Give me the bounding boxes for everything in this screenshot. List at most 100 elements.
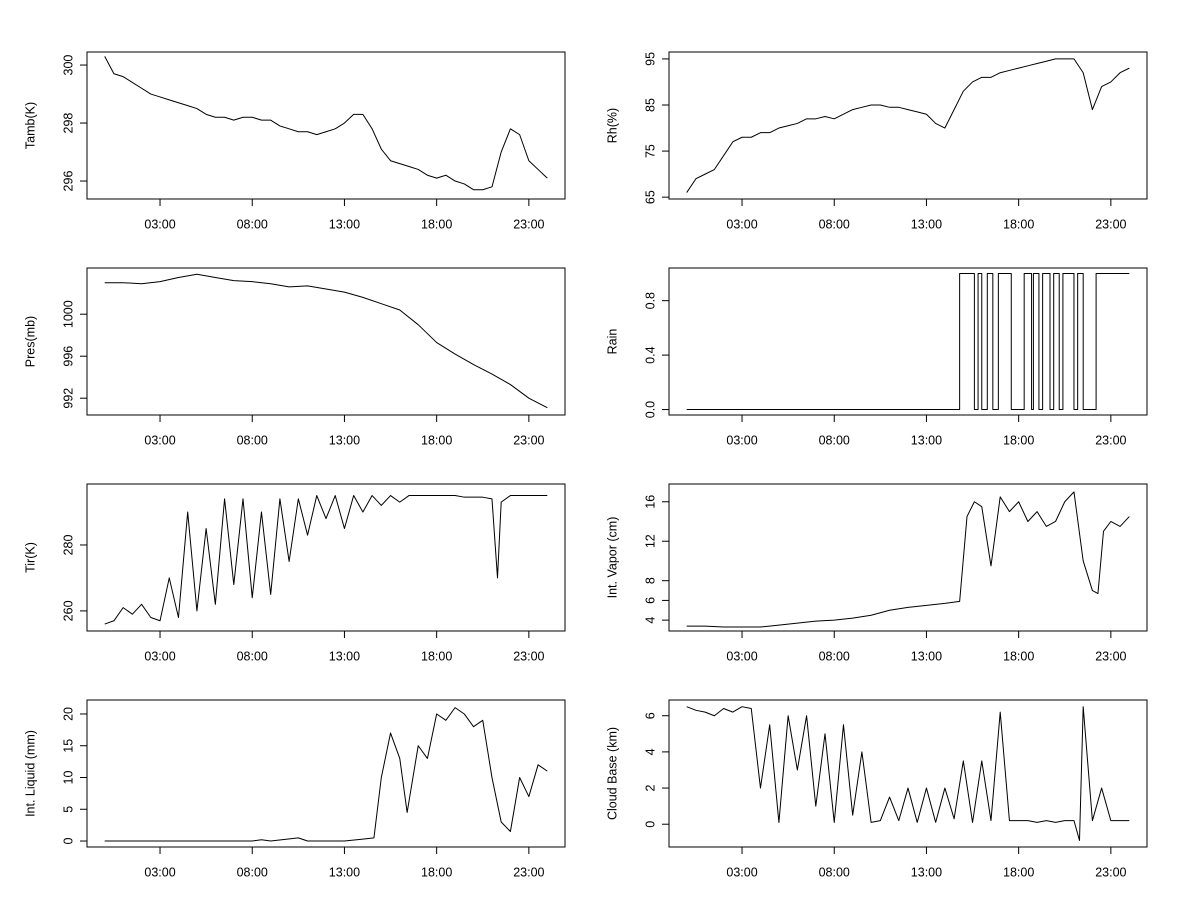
y-tick-label: 298 [61, 113, 75, 134]
x-tick-label: 23:00 [1095, 865, 1126, 879]
data-line [104, 56, 548, 191]
data-line [686, 491, 1130, 628]
y-axis-label: Int. Liquid (mm) [23, 730, 37, 817]
y-tick-label: 8 [643, 577, 657, 584]
panel: 03:00 08:00 13:00 18:00 23:00 0 5 10 15 20 Int. Li… [23, 699, 566, 879]
y-axis-label: Int. Vapor (cm) [605, 517, 619, 599]
panel: 03:00 08:00 13:00 18:00 23:00 65 75 85 95 Rh(%) [605, 51, 1148, 231]
y-tick-label: 992 [61, 388, 75, 409]
y-tick-label: 85 [643, 98, 657, 112]
x-tick-label: 13:00 [911, 649, 942, 663]
plot-frame [86, 51, 566, 200]
x-tick-label: 08:00 [237, 433, 268, 447]
x-tick-label: 13:00 [911, 865, 942, 879]
y-tick-label: 0.8 [643, 292, 657, 309]
panel: 03:00 08:00 13:00 18:00 23:00 0 2 4 6 Cloud Base … [605, 699, 1148, 879]
plot-frame [668, 51, 1148, 200]
y-tick-label: 65 [643, 190, 657, 204]
x-tick-label: 08:00 [237, 217, 268, 231]
x-tick-label: 13:00 [329, 865, 360, 879]
y-tick-label: 5 [61, 806, 75, 813]
data-line [104, 273, 548, 409]
y-tick-label: 6 [643, 712, 657, 719]
data-line [686, 272, 1130, 411]
x-tick-label: 08:00 [819, 217, 850, 231]
x-tick-label: 23:00 [513, 217, 544, 231]
x-tick-label: 03:00 [726, 433, 757, 447]
x-tick-label: 03:00 [144, 649, 175, 663]
x-tick-label: 03:00 [144, 433, 175, 447]
x-tick-label: 13:00 [329, 649, 360, 663]
y-tick-label: 296 [61, 171, 75, 192]
y-axis-label: Rh(%) [605, 108, 619, 143]
x-tick-label: 23:00 [1095, 649, 1126, 663]
plot-frame [668, 483, 1148, 632]
y-axis-label: Tamb(K) [23, 102, 37, 149]
y-axis-label: Tir(K) [23, 542, 37, 573]
panel: 03:00 08:00 13:00 18:00 23:00 4 6 8 12 16 Int. Vap… [605, 483, 1148, 663]
x-tick-label: 23:00 [513, 433, 544, 447]
x-tick-label: 13:00 [911, 217, 942, 231]
x-tick-label: 13:00 [911, 433, 942, 447]
y-tick-label: 4 [643, 617, 657, 624]
x-tick-label: 13:00 [329, 433, 360, 447]
data-line [686, 706, 1130, 841]
y-tick-label: 300 [61, 55, 75, 76]
x-tick-label: 18:00 [421, 649, 452, 663]
y-tick-label: 95 [643, 52, 657, 66]
panel: 03:00 08:00 13:00 18:00 23:00 260 280 Tir(K) [23, 483, 566, 663]
x-tick-label: 13:00 [329, 217, 360, 231]
plot-frame [668, 699, 1148, 848]
x-tick-label: 03:00 [726, 217, 757, 231]
x-tick-label: 18:00 [421, 865, 452, 879]
x-tick-label: 23:00 [1095, 433, 1126, 447]
y-tick-label: 20 [61, 707, 75, 721]
y-axis-label: Cloud Base (km) [605, 727, 619, 820]
plot-frame [86, 699, 566, 848]
y-tick-label: 260 [61, 600, 75, 621]
x-tick-label: 18:00 [1003, 217, 1034, 231]
y-axis-label: Rain [605, 329, 619, 355]
y-tick-label: 6 [643, 597, 657, 604]
x-tick-label: 03:00 [726, 649, 757, 663]
x-tick-label: 03:00 [726, 865, 757, 879]
y-tick-label: 280 [61, 535, 75, 556]
x-tick-label: 18:00 [1003, 649, 1034, 663]
y-tick-label: 75 [643, 144, 657, 158]
x-tick-label: 08:00 [237, 865, 268, 879]
y-tick-label: 0 [643, 821, 657, 828]
y-tick-label: 1000 [61, 300, 75, 328]
y-tick-label: 15 [61, 739, 75, 753]
y-tick-label: 0.4 [643, 346, 657, 363]
x-tick-label: 23:00 [1095, 217, 1126, 231]
plot-frame [86, 483, 566, 632]
y-tick-label: 16 [643, 495, 657, 509]
data-line [104, 707, 548, 842]
x-tick-label: 23:00 [513, 649, 544, 663]
y-tick-label: 0 [61, 838, 75, 845]
x-tick-label: 23:00 [513, 865, 544, 879]
plot-frame [86, 267, 566, 416]
x-tick-label: 18:00 [1003, 433, 1034, 447]
y-tick-label: 2 [643, 785, 657, 792]
panel: 03:00 08:00 13:00 18:00 23:00 0.0 0.4 0.8 Rain [605, 267, 1148, 447]
panel: 03:00 08:00 13:00 18:00 23:00 992 996 1000 Pres(… [23, 267, 566, 447]
x-tick-label: 08:00 [819, 865, 850, 879]
y-tick-label: 0.0 [643, 401, 657, 418]
y-axis-label: Pres(mb) [23, 316, 37, 367]
y-tick-label: 12 [643, 534, 657, 548]
y-tick-label: 996 [61, 346, 75, 367]
panel: 03:00 08:00 13:00 18:00 23:00 296 298 300 Tamb(K… [23, 51, 566, 231]
x-tick-label: 08:00 [237, 649, 268, 663]
y-tick-label: 10 [61, 771, 75, 785]
y-tick-label: 4 [643, 748, 657, 755]
data-line [686, 58, 1130, 193]
x-tick-label: 08:00 [819, 649, 850, 663]
x-tick-label: 18:00 [1003, 865, 1034, 879]
data-line [104, 495, 548, 625]
x-tick-label: 18:00 [421, 217, 452, 231]
plot-frame [668, 267, 1148, 416]
x-tick-label: 03:00 [144, 217, 175, 231]
x-tick-label: 18:00 [421, 433, 452, 447]
